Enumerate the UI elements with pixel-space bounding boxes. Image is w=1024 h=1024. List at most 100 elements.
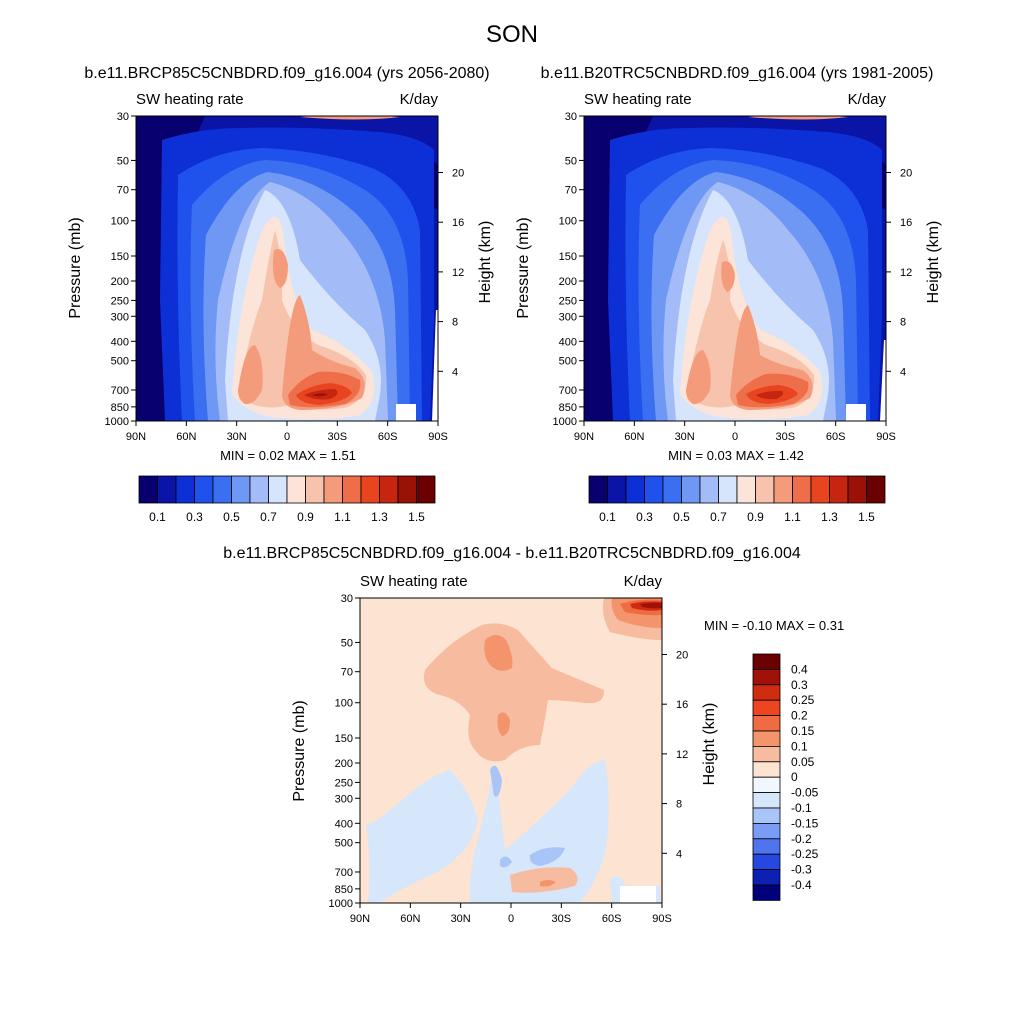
min-max-stats: MIN = 0.02 MAX = 1.51 [220, 448, 356, 463]
x-tick-label: 30S [552, 913, 572, 925]
y-tick-label: 250 [335, 777, 353, 789]
panel-difference: b.e11.BRCP85C5CNBDRD.f09_g16.004 - b.e11… [223, 545, 844, 925]
y-tick-label: 70 [341, 667, 353, 679]
variable-label: SW heating rate [360, 573, 468, 590]
colorbar-label: -0.4 [791, 878, 812, 892]
x-tick-label: 0 [284, 431, 290, 443]
colorbar-label: 0.3 [636, 510, 653, 524]
height-tick-label: 4 [676, 848, 682, 860]
colorbar-swatch [752, 684, 781, 701]
y-tick-label: 250 [559, 295, 577, 307]
y-tick-label: 50 [117, 155, 129, 167]
contour-level-0.05 [510, 867, 578, 893]
colorbar-swatch [752, 699, 781, 717]
y-tick-label: 300 [335, 793, 353, 805]
y-tick-label: 50 [341, 637, 353, 649]
colorbar-label: 0.5 [223, 510, 240, 524]
contour-level-neg-0.1 [500, 856, 512, 868]
colorbar-label: 1.1 [334, 510, 351, 524]
page-title: SON [486, 21, 538, 48]
y-tick-label: 1000 [329, 898, 353, 910]
y-axis-label: Pressure (mb) [515, 217, 532, 318]
height-tick-label: 4 [900, 366, 906, 378]
colorbar-swatch [286, 475, 306, 504]
colorbar-swatch [588, 475, 608, 504]
x-tick-label: 60N [176, 431, 196, 443]
x-tick-label: 90S [652, 913, 672, 925]
y-tick-label: 30 [341, 593, 353, 605]
colorbar-label: -0.05 [791, 786, 819, 800]
y-tick-label: 1000 [553, 416, 577, 428]
colorbar-swatch [681, 475, 701, 504]
x-tick-label: 30N [451, 913, 471, 925]
contour-level-0.05 [424, 623, 605, 762]
colorbar-swatch [752, 653, 781, 670]
y-tick-label: 700 [111, 385, 129, 397]
height-tick-label: 8 [900, 317, 906, 329]
variable-label: SW heating rate [136, 91, 244, 108]
y-tick-label: 100 [111, 216, 129, 228]
units-label: K/day [400, 91, 439, 108]
x-tick-label: 30N [227, 431, 247, 443]
x-tick-label: 90N [126, 431, 146, 443]
missing-data-region [880, 340, 886, 421]
colorbar-label: 1.3 [371, 510, 388, 524]
y-tick-label: 150 [559, 251, 577, 263]
colorbar-swatch [752, 761, 781, 778]
colorbar-label: -0.25 [791, 847, 819, 861]
contour-level-1.1 [272, 249, 288, 288]
height-tick-label: 20 [452, 167, 464, 179]
y-tick-label: 50 [565, 155, 577, 167]
x-tick-label: 60S [378, 431, 398, 443]
contour-level-neg-0.1 [490, 765, 502, 797]
colorbar-swatch [194, 475, 214, 504]
contour-level-neg-0.05 [366, 770, 478, 903]
height-tick-label: 12 [676, 749, 688, 761]
y-tick-label: 100 [559, 216, 577, 228]
y-tick-label: 30 [117, 111, 129, 123]
y-tick-label: 700 [559, 385, 577, 397]
y-tick-label: 30 [565, 111, 577, 123]
height-tick-label: 4 [452, 366, 458, 378]
height-tick-label: 20 [676, 649, 688, 661]
y-tick-label: 850 [559, 402, 577, 414]
colorbar-swatch [342, 475, 362, 504]
min-max-stats: MIN = -0.10 MAX = 0.31 [704, 618, 844, 633]
y-tick-label: 150 [111, 251, 129, 263]
y-tick-label: 300 [559, 311, 577, 323]
y-tick-label: 500 [559, 356, 577, 368]
y-tick-label: 200 [111, 276, 129, 288]
axis-ticks: 30 50 70 100 150 200 250 300 400 500 700 850 1000 20 1… [329, 593, 689, 925]
colorbar: 0.4 0.30.25 0.20.150.1 0.050 -0.05-0.1-0.15 -… [752, 653, 819, 901]
contour-level-1.4 [756, 390, 784, 400]
colorbar-label: -0.2 [791, 832, 812, 846]
x-tick-label: 90S [428, 431, 448, 443]
colorbar-swatch [625, 475, 645, 504]
colorbar-swatch [360, 475, 380, 504]
y-tick-label: 150 [335, 733, 353, 745]
colorbar-swatch [752, 853, 781, 871]
y-tick-label: 70 [565, 185, 577, 197]
colorbar-label: 1.5 [408, 510, 425, 524]
colorbar-label: 0.1 [149, 510, 166, 524]
colorbar-label: 1.1 [784, 510, 801, 524]
variable-label: SW heating rate [584, 91, 692, 108]
colorbar-swatch [268, 475, 288, 504]
x-tick-label: 60S [602, 913, 622, 925]
x-tick-label: 30S [328, 431, 348, 443]
x-tick-label: 30S [776, 431, 796, 443]
colorbar-swatch [792, 475, 812, 504]
colorbar-swatch [752, 730, 781, 747]
y-tick-label: 300 [111, 311, 129, 323]
colorbar-swatch [752, 869, 781, 886]
contour-level-0.1 [484, 635, 513, 671]
x-tick-label: 60N [400, 913, 420, 925]
colorbar-swatch [662, 475, 682, 504]
colorbar-label: -0.1 [791, 801, 812, 815]
colorbar-label: 1.5 [858, 510, 875, 524]
colorbar-swatch [416, 475, 436, 504]
colorbar-label: 0.1 [791, 739, 808, 753]
units-label: K/day [624, 573, 663, 590]
height-tick-label: 16 [900, 217, 912, 229]
